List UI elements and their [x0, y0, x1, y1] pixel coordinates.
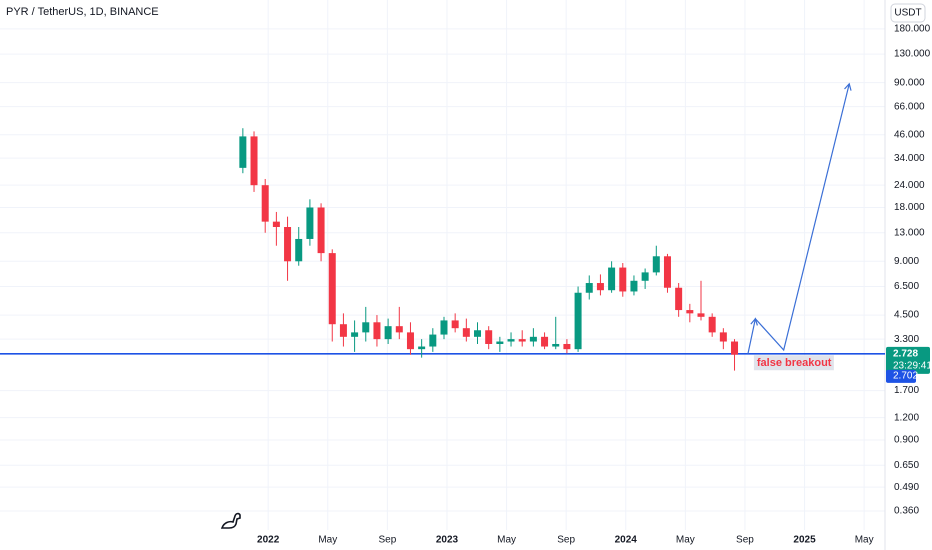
candle-body [496, 341, 504, 344]
x-tick-label: May [855, 535, 874, 546]
candle-body [708, 316, 716, 333]
candle-body [596, 283, 604, 291]
y-tick-label: 180.000 [894, 23, 931, 34]
candle-body [529, 336, 537, 342]
y-tick-label: 4.500 [894, 310, 919, 321]
candle-body [552, 343, 560, 347]
candle-body [697, 313, 705, 317]
candle-body [585, 283, 593, 293]
y-tick-label: 90.000 [894, 77, 925, 88]
y-tick-label: 1.700 [894, 385, 919, 396]
bid-price-box [886, 369, 916, 383]
bid-price-label: 2.702 [893, 371, 918, 382]
countdown-label: 23:29:41 [893, 361, 932, 372]
candle-body [686, 310, 694, 314]
candle-body [541, 336, 549, 347]
candle-body [563, 343, 571, 350]
y-tick-label: 46.000 [894, 129, 925, 140]
candle-body [306, 207, 314, 239]
candle-body [731, 341, 739, 355]
candle-body [451, 320, 459, 329]
candle-body [317, 207, 325, 254]
arrow-head [844, 82, 852, 91]
chart-title: PYR / TetherUS, 1D, BINANCE [6, 6, 159, 18]
candle-body [462, 328, 470, 337]
candle-body [261, 185, 269, 222]
candle-body [652, 256, 660, 273]
candle-body [518, 339, 526, 342]
x-tick-label: 2022 [257, 535, 280, 546]
y-tick-label: 0.650 [894, 460, 919, 471]
y-tick-label: 1.200 [894, 412, 919, 423]
candle-body [675, 287, 683, 311]
candle-body [406, 332, 414, 350]
candle-body [295, 238, 303, 262]
candle-body [339, 324, 347, 337]
x-tick-label: Sep [378, 535, 396, 546]
y-tick-label: 130.000 [894, 49, 931, 60]
candle-body [373, 322, 381, 340]
candle-body [328, 253, 336, 325]
candle-body [362, 322, 370, 333]
y-tick-label: 9.000 [894, 256, 919, 267]
annotation-text: false breakout [757, 357, 832, 369]
x-tick-label: May [318, 535, 337, 546]
candle-body [608, 267, 616, 291]
last-price-box [886, 346, 930, 374]
candle-body [663, 256, 671, 288]
candle-body [440, 320, 448, 335]
currency-label[interactable]: USDT [894, 8, 921, 19]
y-tick-label: 0.360 [894, 506, 919, 517]
candle-body [395, 326, 403, 333]
y-tick-label: 6.500 [894, 281, 919, 292]
candle-body [272, 221, 280, 228]
y-tick-label: 34.000 [894, 153, 925, 164]
candle-body [719, 332, 727, 342]
logo [220, 512, 241, 529]
candle-body [641, 272, 649, 281]
last-price-label: 2.728 [893, 349, 918, 360]
candle-body [619, 267, 627, 292]
y-tick-label: 66.000 [894, 101, 925, 112]
candle-body [384, 326, 392, 340]
y-tick-label: 0.900 [894, 435, 919, 446]
y-tick-label: 3.300 [894, 334, 919, 345]
y-tick-label: 18.000 [894, 202, 925, 213]
candle-body [474, 330, 482, 337]
candle-body [429, 334, 437, 347]
x-tick-label: 2025 [793, 535, 816, 546]
candle-body [239, 136, 247, 168]
candle-body [418, 346, 426, 350]
y-tick-label: 13.000 [894, 227, 925, 238]
x-tick-label: 2024 [615, 535, 638, 546]
candle-body [351, 332, 359, 337]
y-tick-label: 0.490 [894, 482, 919, 493]
x-tick-label: May [497, 535, 516, 546]
currency-button[interactable] [890, 3, 926, 23]
candle-body [284, 227, 292, 262]
x-tick-label: 2023 [436, 535, 459, 546]
x-tick-label: May [676, 535, 695, 546]
candle-body [507, 339, 515, 342]
candle-body [630, 280, 638, 292]
x-tick-label: Sep [557, 535, 575, 546]
y-tick-label: 24.000 [894, 180, 925, 191]
annotation-box [753, 355, 834, 371]
projection-path [747, 83, 850, 354]
candle-body [574, 292, 582, 350]
candle-body [250, 136, 258, 186]
x-tick-label: Sep [736, 535, 754, 546]
arrow-head [750, 317, 758, 326]
candle-body [485, 330, 493, 344]
